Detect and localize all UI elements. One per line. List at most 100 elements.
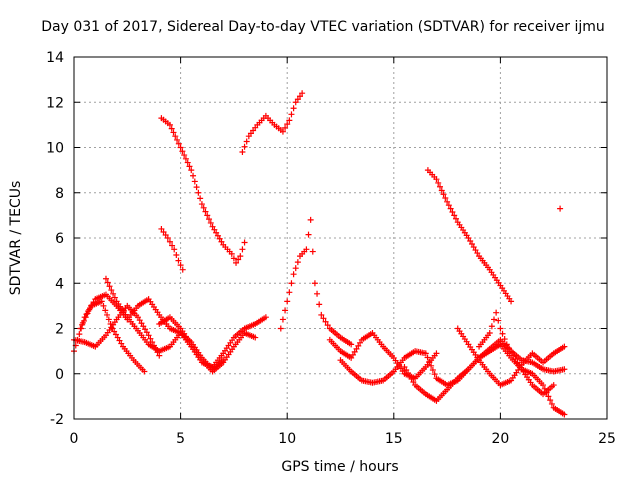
data-point	[467, 238, 474, 245]
data-point	[282, 124, 289, 131]
data-point	[191, 178, 198, 185]
data-point	[79, 321, 86, 328]
data-point	[252, 334, 259, 341]
data-point	[472, 247, 479, 254]
data-point	[505, 345, 512, 352]
data-point	[348, 354, 355, 361]
data-point	[190, 172, 197, 179]
data-point	[177, 262, 184, 269]
series-arc-low-2	[71, 302, 163, 359]
data-point	[279, 316, 286, 323]
series-arc-low-5	[156, 314, 259, 375]
data-point	[175, 140, 182, 147]
data-point	[348, 341, 355, 348]
data-point	[134, 314, 141, 321]
data-point	[540, 382, 547, 389]
data-point	[284, 298, 291, 305]
series-arc-mid-1	[158, 225, 186, 273]
series-arc-low-8	[401, 341, 568, 418]
series-arc-peak	[277, 216, 355, 348]
data-point	[284, 121, 291, 128]
data-point	[561, 366, 568, 373]
data-point	[182, 155, 189, 162]
data-point	[143, 329, 150, 336]
series-arc-high-2	[239, 90, 306, 156]
data-point	[218, 238, 225, 245]
grid-lines	[74, 57, 607, 419]
data-point	[436, 183, 443, 190]
x-tick-label: 10	[278, 431, 296, 447]
data-point	[286, 117, 293, 124]
x-axis-label: GPS time / hours	[281, 459, 398, 475]
y-tick-label: 4	[55, 276, 64, 292]
data-point	[84, 310, 91, 317]
data-point	[499, 330, 506, 337]
data-point	[452, 215, 459, 222]
data-point	[408, 376, 415, 383]
data-point	[177, 144, 184, 151]
data-point	[279, 128, 286, 135]
x-tick-label: 15	[385, 431, 403, 447]
data-point	[451, 212, 458, 219]
data-point	[488, 323, 495, 330]
y-tick-label: 12	[46, 95, 64, 111]
y-tick-label: 8	[55, 186, 64, 202]
data-point	[116, 337, 123, 344]
data-point	[288, 280, 295, 287]
data-point	[311, 280, 318, 287]
data-point	[188, 167, 195, 174]
data-point	[318, 311, 325, 318]
data-point	[168, 125, 175, 132]
data-point	[233, 259, 240, 266]
data-point	[158, 225, 165, 232]
data-point	[198, 201, 205, 208]
data-point	[145, 332, 152, 339]
data-point	[193, 184, 200, 191]
data-point	[294, 96, 301, 103]
data-point	[429, 366, 436, 373]
data-point	[508, 348, 515, 355]
data-point	[239, 246, 246, 253]
data-point	[296, 93, 303, 100]
data-point	[80, 317, 87, 324]
data-point	[77, 325, 84, 332]
series-arc-low-7	[337, 336, 568, 389]
x-tick-label: 0	[70, 431, 79, 447]
data-point	[104, 279, 111, 286]
y-tick-label: 14	[46, 50, 64, 66]
data-point	[110, 290, 117, 297]
data-point	[495, 317, 502, 324]
data-point	[102, 307, 109, 314]
data-point	[138, 320, 145, 327]
data-point	[209, 223, 216, 230]
data-point	[118, 340, 125, 347]
data-point	[141, 368, 148, 375]
data-point	[324, 322, 331, 329]
data-point	[433, 176, 440, 183]
x-tick-label: 5	[176, 431, 185, 447]
data-point	[299, 90, 306, 97]
data-point	[468, 241, 475, 248]
data-point	[107, 320, 114, 327]
data-point	[426, 358, 433, 365]
data-point	[277, 325, 284, 332]
data-point	[206, 216, 213, 223]
data-point	[493, 309, 500, 316]
data-point	[508, 298, 515, 305]
data-point	[444, 198, 451, 205]
data-point	[561, 343, 568, 350]
data-point	[169, 242, 176, 249]
y-tick-label: 2	[55, 322, 64, 338]
data-point	[447, 205, 454, 212]
data-point	[111, 328, 118, 335]
data-point	[170, 129, 177, 136]
data-point	[230, 255, 237, 262]
data-point	[322, 318, 329, 325]
data-point	[104, 311, 111, 318]
data-point	[353, 345, 360, 352]
data-point	[497, 325, 504, 332]
data-point	[102, 275, 109, 282]
data-point	[228, 250, 235, 257]
y-axis-label: SDTVAR / TECUs	[8, 181, 24, 296]
data-point	[235, 256, 242, 263]
